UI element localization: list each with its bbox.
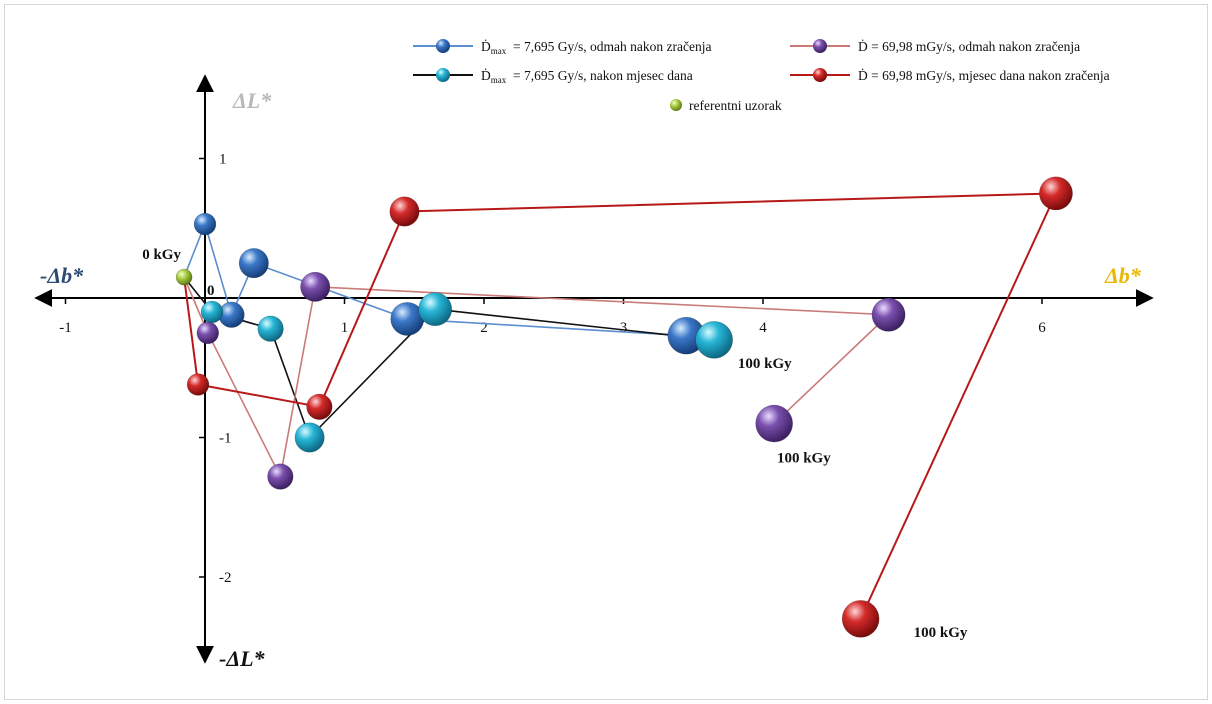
legend-marker-2 bbox=[436, 68, 450, 82]
legend-marker-reference bbox=[670, 99, 682, 111]
dose-annotation: 100 kGy bbox=[738, 356, 792, 372]
y-tick-label: -2 bbox=[219, 570, 232, 586]
data-point-series-2 bbox=[257, 315, 284, 342]
series-line-4 bbox=[183, 192, 1057, 620]
legend-label-reference: referentni uzorak bbox=[689, 98, 782, 113]
data-point-series-4 bbox=[841, 600, 880, 638]
data-point-series-3 bbox=[267, 463, 294, 490]
legend: Ḋmax = 7,695 Gy/s, odmah nakon zračenja Ḋ… bbox=[413, 39, 1110, 113]
x-tick-label: 3 bbox=[620, 320, 628, 336]
dose-annotation: 100 kGy bbox=[914, 625, 968, 641]
data-point-series-3 bbox=[871, 297, 906, 332]
legend-marker-3 bbox=[813, 39, 827, 53]
x-tick-label: 6 bbox=[1038, 320, 1046, 336]
x-tick-label: 2 bbox=[480, 320, 488, 336]
legend-marker-1 bbox=[436, 39, 450, 53]
series-points bbox=[175, 176, 1073, 638]
data-point-series-2 bbox=[695, 321, 733, 359]
y-axis-positive-label: ΔL* bbox=[232, 88, 272, 113]
data-point-series-1 bbox=[193, 212, 217, 236]
x-tick-label: 1 bbox=[341, 320, 349, 336]
x-axis-negative-label: -Δb* bbox=[40, 263, 84, 288]
legend-marker-4 bbox=[813, 68, 827, 82]
annotations: 0 kGy 100 kGy 100 kGy 100 kGy bbox=[142, 247, 968, 641]
data-point-series-3 bbox=[196, 321, 219, 345]
data-point-series-3 bbox=[755, 404, 793, 443]
y-tick-label: 1 bbox=[219, 152, 227, 168]
data-point-series-2 bbox=[418, 292, 453, 327]
x-axis-positive-label: Δb* bbox=[1104, 263, 1142, 288]
axes: -1 1 2 3 4 6 1 -1 -2 bbox=[34, 74, 1154, 664]
axis-labels: Δb* -Δb* ΔL* -ΔL* 0 bbox=[40, 88, 1142, 671]
y-axis-negative-label: -ΔL* bbox=[219, 646, 266, 671]
x-tick-label: -1 bbox=[59, 320, 72, 336]
legend-label-2: Ḋmax = 7,695 Gy/s, nakon mjesec dana bbox=[481, 68, 693, 85]
data-point-series-1 bbox=[238, 248, 269, 279]
legend-label-3: Ḋ = 69,98 mGy/s, odmah nakon zračenja bbox=[858, 39, 1080, 54]
origin-label: 0 bbox=[207, 283, 215, 299]
data-point-series-2 bbox=[294, 422, 325, 453]
data-point-series-4 bbox=[1039, 176, 1073, 211]
dose-annotation: 100 kGy bbox=[777, 451, 831, 467]
data-point-series-3 bbox=[300, 271, 331, 302]
reference-point bbox=[175, 268, 193, 286]
y-tick-label: -1 bbox=[219, 431, 232, 447]
dose-annotation: 0 kGy bbox=[142, 247, 181, 263]
data-point-series-4 bbox=[306, 393, 333, 420]
data-point-series-2 bbox=[200, 300, 224, 324]
x-tick-label: 4 bbox=[759, 320, 767, 336]
data-point-series-4 bbox=[186, 373, 210, 396]
legend-label-4: Ḋ = 69,98 mGy/s, mjesec dana nakon zrače… bbox=[858, 68, 1110, 83]
legend-label-1: Ḋmax = 7,695 Gy/s, odmah nakon zračenja bbox=[481, 39, 711, 56]
series-line-3 bbox=[183, 276, 890, 478]
data-point-series-4 bbox=[389, 196, 420, 227]
